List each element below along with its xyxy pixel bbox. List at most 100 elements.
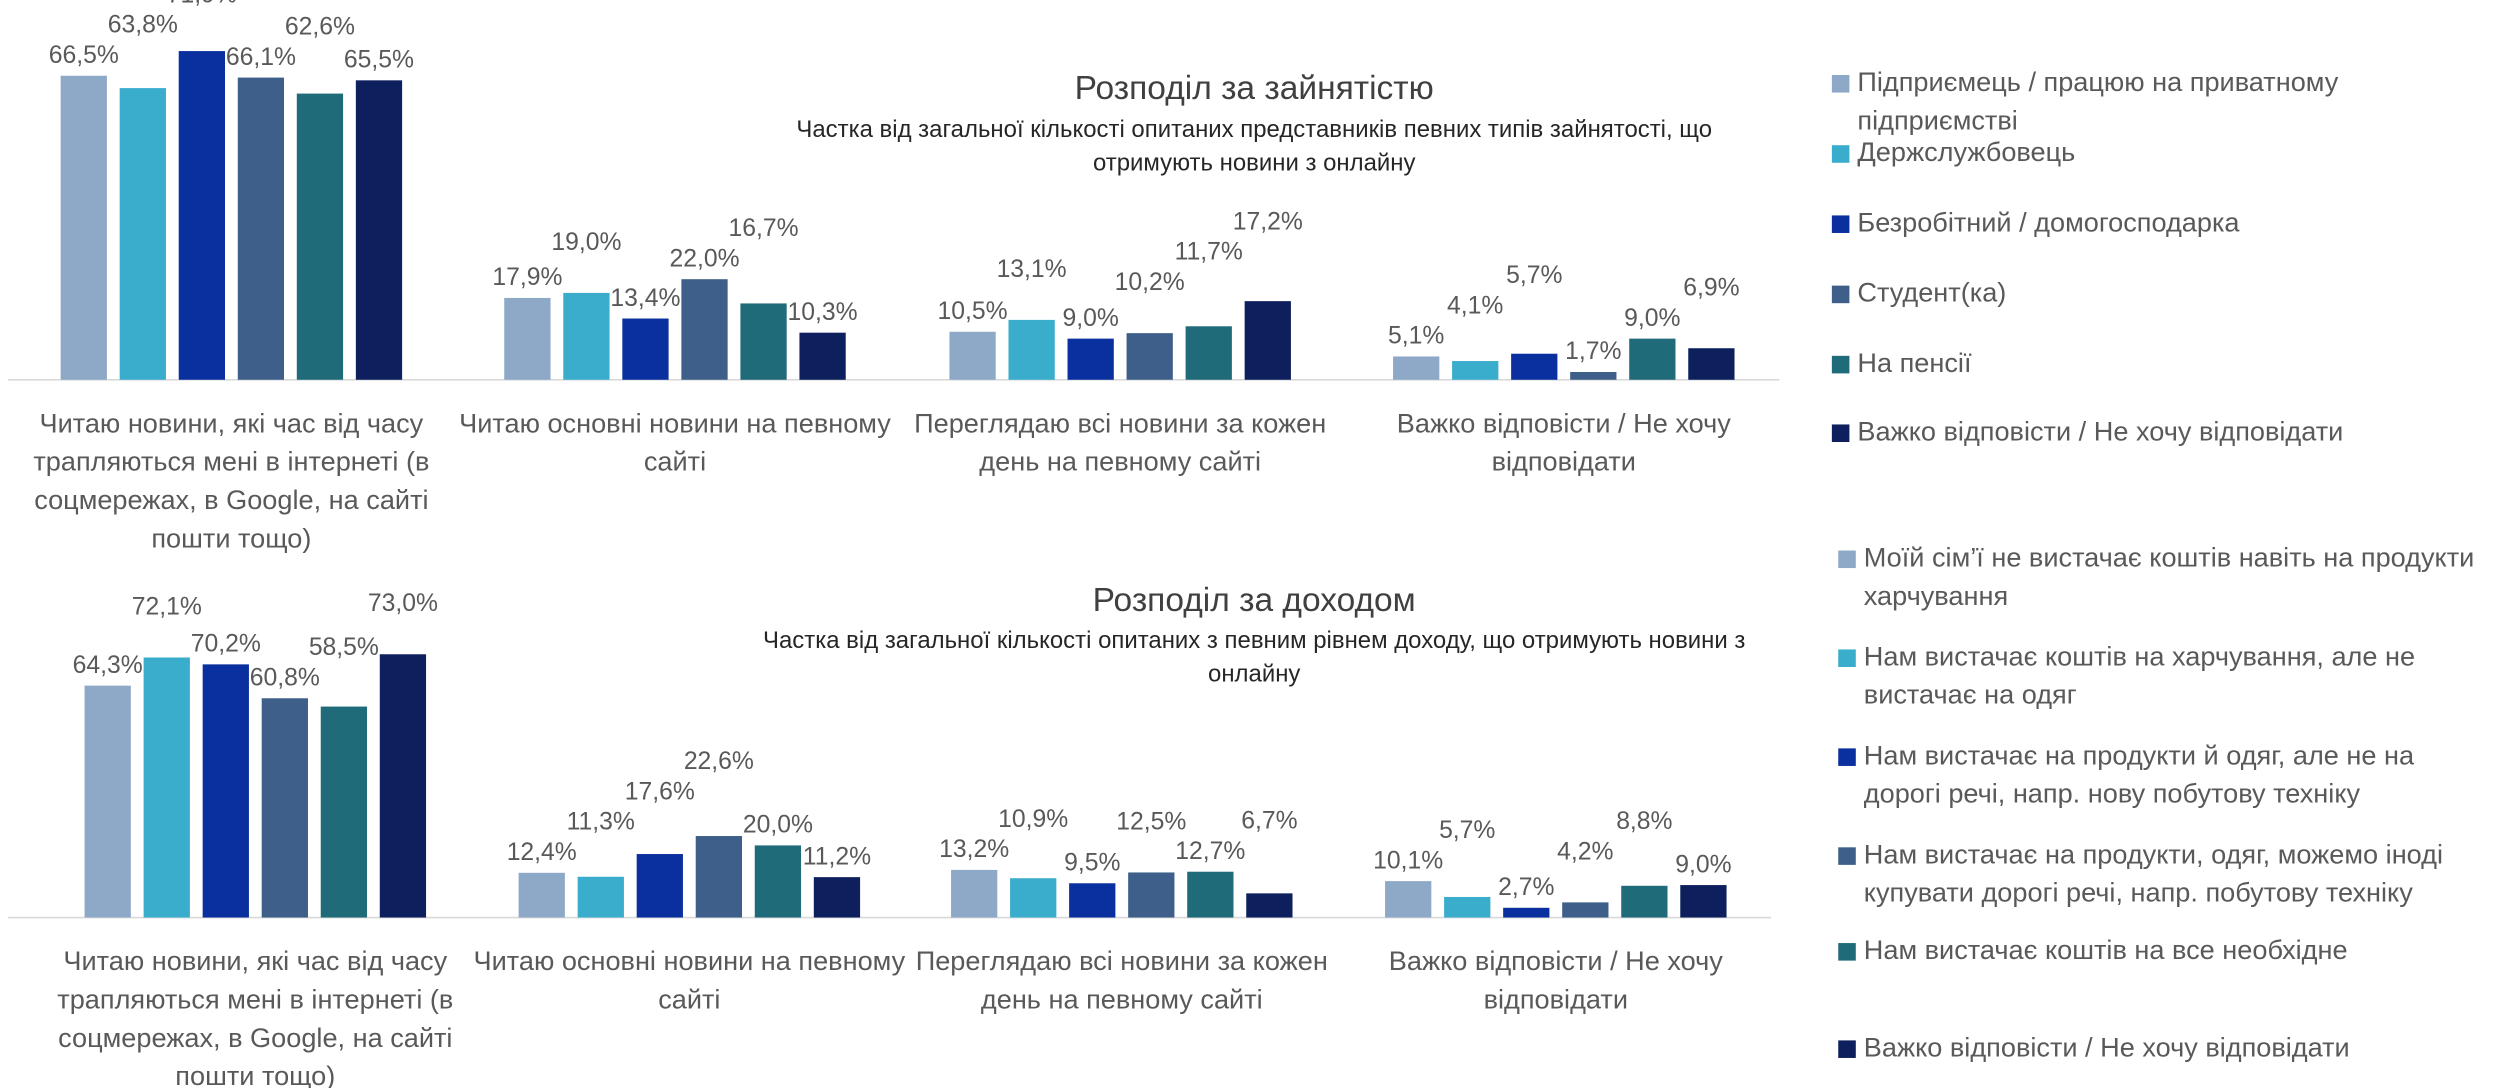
legend-item: Підприємець / працюю на приватному підпр…	[1831, 64, 2470, 141]
data-label: 70,2%	[191, 631, 261, 658]
bar	[1069, 883, 1116, 918]
bar	[60, 75, 107, 380]
legend-label: Важко відповісти / Не хочу відповідати	[1857, 416, 2344, 447]
data-label: 16,7%	[728, 215, 798, 242]
legend-item: На пенсії	[1831, 345, 2470, 383]
bar	[951, 869, 998, 918]
bar	[1503, 907, 1550, 918]
data-label: 13,2%	[939, 836, 1009, 863]
category-label: Читаю новини, які час від часу трапляють…	[57, 946, 454, 1088]
bar	[1244, 301, 1291, 380]
category-label: Важко відповісти / Не хочу відповідати	[1396, 408, 1731, 478]
data-label: 10,9%	[998, 806, 1068, 833]
data-label: 13,1%	[997, 256, 1067, 283]
legend-label: Безробітний / домогосподарка	[1857, 207, 2240, 238]
bar	[1444, 896, 1491, 918]
bar	[1629, 338, 1676, 380]
data-label: 10,1%	[1373, 847, 1443, 874]
data-label: 11,2%	[803, 843, 871, 870]
data-label: 64,3%	[73, 652, 143, 679]
category-label: Переглядаю всі новини за кожен день на п…	[914, 408, 1327, 478]
legend-swatch	[1838, 550, 1856, 569]
legend-item: Нам вистачає на продукти, одяг, можемо і…	[1838, 836, 2492, 913]
data-label: 10,5%	[938, 298, 1008, 325]
bar	[237, 77, 285, 380]
bar	[577, 876, 624, 918]
legend-swatch	[1831, 424, 1850, 443]
category-label: Переглядаю всі новини за кожен день на п…	[915, 946, 1328, 1015]
data-label: 66,5%	[49, 42, 119, 69]
data-label: 2,7%	[1498, 874, 1554, 901]
data-label: 22,0%	[669, 245, 739, 272]
legend-item: Безробітний / домогосподарка	[1831, 204, 2470, 242]
legend-item: Важко відповісти / Не хочу відповідати	[1838, 1029, 2492, 1067]
data-label: 66,1%	[226, 44, 296, 71]
data-label: 9,0%	[1675, 851, 1731, 878]
data-label: 9,0%	[1624, 305, 1680, 332]
bar	[740, 303, 787, 380]
data-label: 63,8%	[108, 12, 178, 39]
data-label: 13,4%	[610, 285, 680, 312]
data-label: 6,7%	[1241, 808, 1297, 835]
data-label: 71,9%	[167, 0, 237, 8]
bar	[1185, 326, 1232, 380]
bar	[681, 279, 728, 380]
data-label: 5,1%	[1388, 323, 1444, 350]
legend-item: Держслужбовець	[1831, 134, 2470, 172]
legend-label: Нам вистачає коштів на все необхідне	[1863, 935, 2348, 966]
data-label: 12,4%	[507, 839, 577, 866]
data-label: 4,1%	[1447, 292, 1503, 319]
bar	[178, 51, 225, 380]
data-label: 11,7%	[1175, 239, 1243, 266]
legend-swatch	[1831, 215, 1850, 233]
data-label: 9,5%	[1064, 850, 1120, 877]
bar	[1067, 338, 1114, 380]
bar	[563, 292, 610, 380]
legend-swatch	[1838, 847, 1856, 865]
legend-swatch	[1831, 355, 1850, 374]
data-label: 62,6%	[285, 14, 355, 41]
bar	[355, 80, 403, 380]
data-label: 17,9%	[492, 264, 562, 291]
data-label: 5,7%	[1506, 262, 1562, 289]
data-label: 65,5%	[344, 47, 414, 74]
bar	[1187, 871, 1234, 918]
bar	[296, 93, 344, 380]
legend-item: Моїй сім’ї не вистачає коштів навіть на …	[1838, 539, 2492, 616]
chart-subtitle: Частка від загальної кількості опитаних …	[796, 116, 1713, 178]
data-label: 22,6%	[684, 748, 754, 775]
legend-label: Нам вистачає коштів на харчування, але н…	[1863, 641, 2416, 711]
data-label: 12,7%	[1175, 838, 1245, 865]
bar	[622, 318, 669, 380]
data-label: 5,7%	[1439, 817, 1495, 844]
legend-swatch	[1831, 145, 1850, 163]
bar	[1246, 893, 1293, 918]
bar	[799, 332, 846, 380]
bar	[695, 836, 743, 918]
data-label: 4,2%	[1557, 838, 1613, 865]
data-label: 19,0%	[551, 229, 621, 256]
data-label: 11,3%	[567, 809, 635, 836]
chart-title: Розподіл за зайнятістю	[1074, 70, 1434, 107]
legend-swatch	[1831, 285, 1850, 304]
data-label: 8,8%	[1616, 808, 1672, 835]
bar	[1385, 881, 1432, 918]
data-label: 10,3%	[788, 299, 858, 326]
category-label: Читаю новини, які час від часу трапляють…	[33, 408, 430, 554]
bar	[504, 297, 551, 380]
legend-swatch	[1838, 1040, 1856, 1058]
bar	[143, 657, 190, 918]
bar	[1511, 353, 1558, 380]
bar	[1452, 361, 1499, 380]
bar	[119, 88, 166, 380]
legend-swatch	[1838, 649, 1856, 668]
bar	[754, 845, 802, 918]
bar	[1621, 885, 1668, 918]
legend-label: Студент(ка)	[1857, 277, 2007, 308]
bar	[1562, 902, 1609, 918]
bar	[949, 331, 996, 380]
legend-item: Важко відповісти / Не хочу відповідати	[1831, 413, 2470, 451]
